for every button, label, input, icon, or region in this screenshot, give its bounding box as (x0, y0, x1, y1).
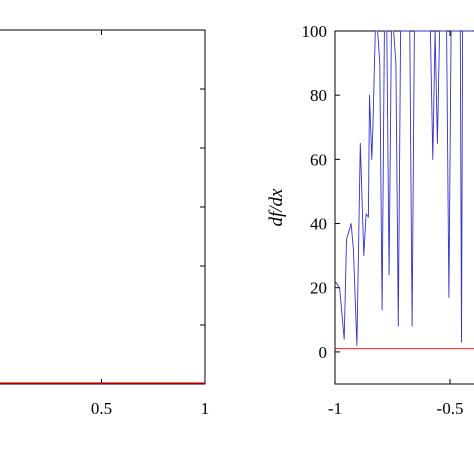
right-series (334, 30, 474, 350)
x-tick-label: -0.5 (437, 399, 464, 418)
left-axes-frame (0, 29, 206, 385)
left-panel: 0.5 1 (0, 29, 209, 418)
x-tick-label: 0.5 (91, 399, 112, 418)
right-tick-labels: 0 20 40 60 80 100 -1 -0.5 (302, 22, 464, 418)
y-tick-label: 0 (319, 343, 328, 362)
y-tick-label: 80 (310, 86, 327, 105)
y-tick-label: 100 (302, 22, 328, 41)
left-ticks (101, 30, 206, 384)
series-line (334, 30, 473, 346)
right-ticks (334, 30, 451, 384)
y-tick-label: 60 (310, 150, 327, 169)
x-tick-label: 1 (201, 399, 210, 418)
y-tick-label: 20 (310, 279, 327, 298)
left-tick-labels: 0.5 1 (91, 399, 209, 418)
y-tick-label: 40 (310, 215, 327, 234)
right-axes-frame (334, 30, 474, 385)
right-panel: 0 20 40 60 80 100 -1 -0.5 df/dx (266, 22, 474, 418)
y-axis-label: df/dx (266, 188, 287, 227)
x-tick-label: -1 (328, 399, 342, 418)
